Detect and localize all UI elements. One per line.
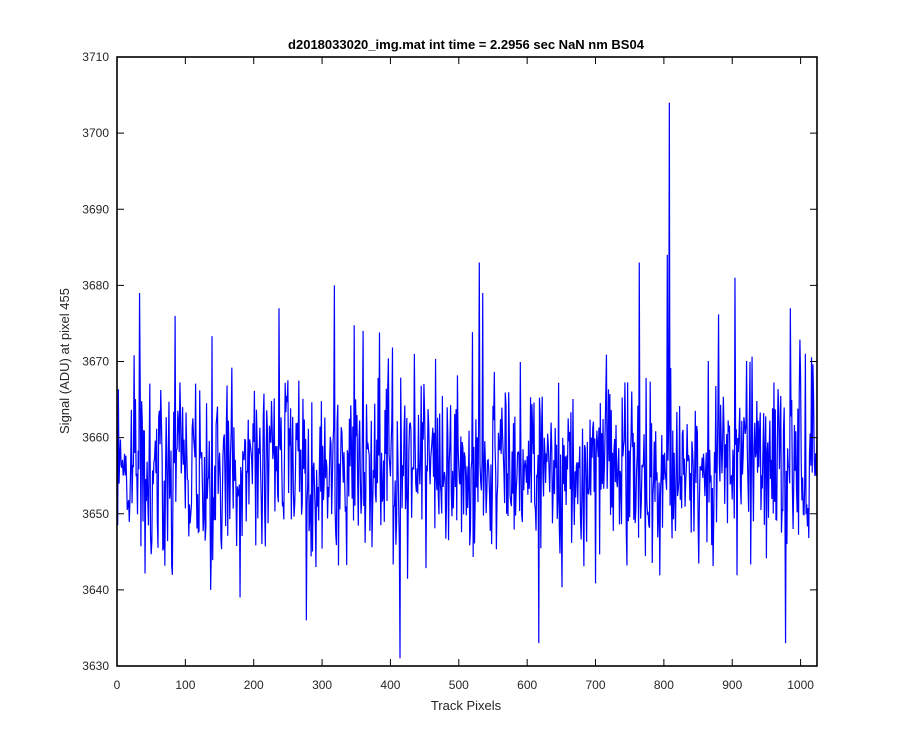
- plot-background: [117, 57, 817, 666]
- y-tick-label: 3690: [82, 202, 109, 216]
- y-tick-label: 3640: [82, 583, 109, 597]
- chart-title: d2018033020_img.mat int time = 2.2956 se…: [288, 37, 645, 52]
- x-tick-label: 900: [722, 678, 742, 692]
- x-axis: 0 100 200 300 400 500 600 700 800 900 1000: [114, 57, 814, 692]
- y-tick-label: 3710: [82, 50, 109, 64]
- x-tick-label: 200: [244, 678, 264, 692]
- y-tick-label: 3630: [82, 659, 109, 673]
- y-tick-label: 3700: [82, 126, 109, 140]
- y-axis: 3630 3640 3650 3660 3670 3680 3690 3700 3710: [82, 50, 817, 673]
- x-tick-label: 500: [449, 678, 469, 692]
- x-tick-label: 0: [114, 678, 121, 692]
- x-tick-label: 700: [586, 678, 606, 692]
- x-tick-label: 1000: [787, 678, 814, 692]
- y-tick-label: 3680: [82, 278, 109, 292]
- x-tick-label: 600: [517, 678, 537, 692]
- y-axis-label: Signal (ADU) at pixel 455: [57, 288, 72, 434]
- plot-area: [116, 56, 818, 667]
- x-tick-label: 300: [312, 678, 332, 692]
- x-tick-label: 400: [380, 678, 400, 692]
- x-tick-label: 800: [654, 678, 674, 692]
- series-line: [117, 102, 818, 659]
- y-tick-label: 3660: [82, 431, 109, 445]
- y-tick-label: 3650: [82, 507, 109, 521]
- x-tick-label: 100: [175, 678, 195, 692]
- y-tick-label: 3670: [82, 355, 109, 369]
- x-axis-label: Track Pixels: [431, 698, 502, 713]
